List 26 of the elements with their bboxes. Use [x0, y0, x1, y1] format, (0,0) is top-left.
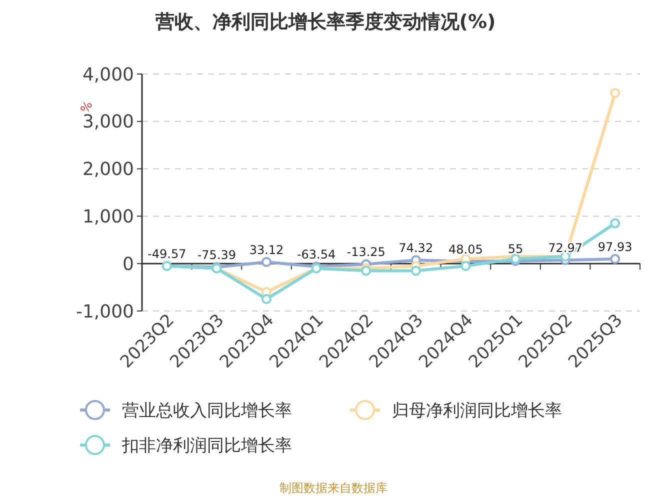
- point: [262, 294, 272, 304]
- data-label: 74.32: [398, 241, 434, 256]
- point: [610, 88, 620, 98]
- legend-label: 归母净利润同比增长率: [392, 400, 562, 421]
- legend-label: 扣非净利润同比增长率: [121, 436, 292, 456]
- chart-title: 营收、净利同比增长率季度变动情况(%): [154, 11, 496, 33]
- y-tick-label: 4,000: [82, 64, 134, 86]
- data-label: -49.57: [148, 246, 186, 261]
- y-tick-label: 0: [122, 254, 134, 275]
- data-label: 97.93: [598, 240, 632, 254]
- data-label: -13.25: [346, 245, 386, 260]
- data-label: -75.39: [197, 248, 236, 262]
- data-label: -63.54: [296, 248, 336, 262]
- point: [262, 257, 272, 268]
- y-tick-label: 1,000: [82, 206, 134, 228]
- point: [410, 266, 421, 276]
- legend-label: 营业总收入同比增长率: [122, 400, 292, 421]
- point: [610, 218, 620, 228]
- data-label: 55: [508, 242, 524, 256]
- data-label: 48.05: [448, 242, 483, 256]
- text: 制图数据来自数据库: [280, 481, 388, 495]
- point: [361, 266, 372, 276]
- y-tick-label: 2,000: [82, 159, 134, 180]
- data-label: 33.12: [249, 243, 284, 258]
- point: [460, 260, 471, 271]
- point: [610, 254, 620, 264]
